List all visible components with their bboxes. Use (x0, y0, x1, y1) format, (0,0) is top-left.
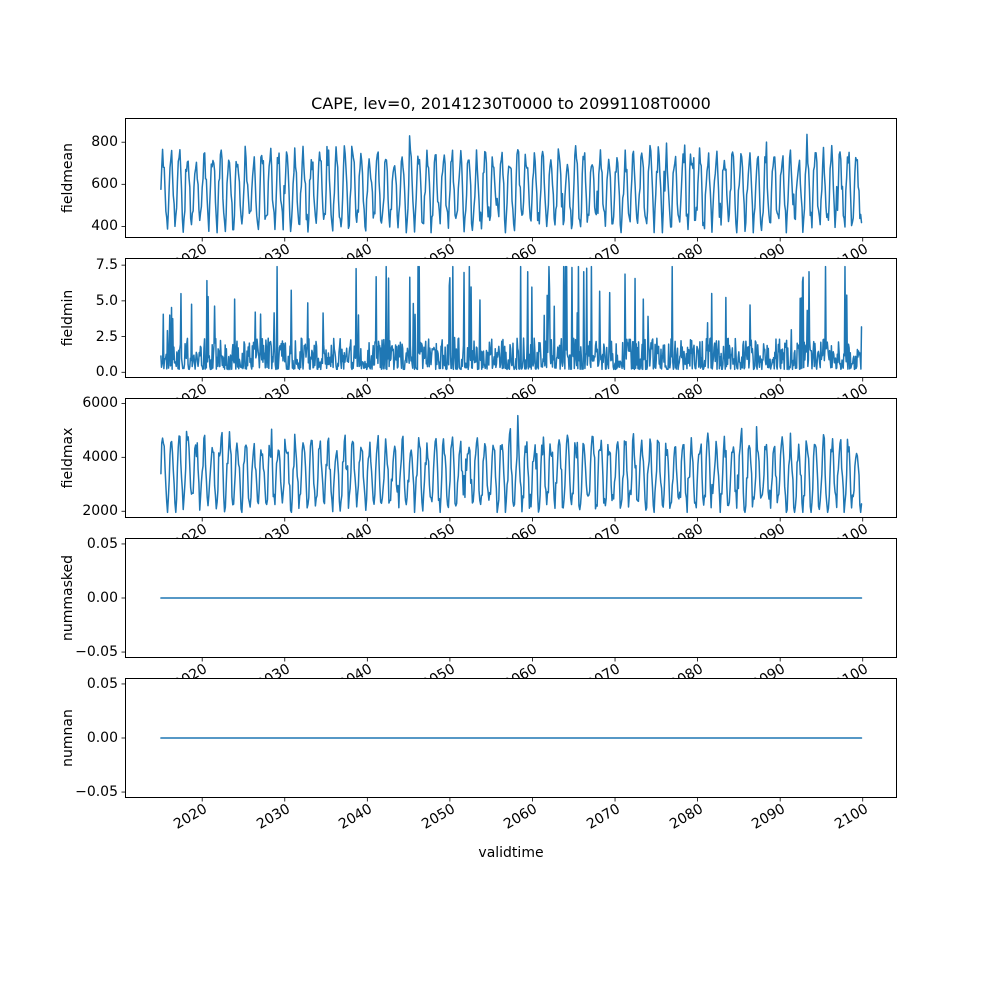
x-tick-label: 2090 (749, 801, 789, 833)
data-line-fieldmin (160, 265, 863, 371)
y-tick-label: 5.0 (95, 292, 118, 309)
y-tick-label: −0.05 (75, 784, 118, 801)
y-tick-label: 0.00 (86, 730, 118, 746)
y-tick-label: 600 (91, 176, 118, 193)
y-tick-label: 0.05 (86, 535, 118, 552)
y-tick-label: 0.05 (86, 675, 118, 692)
subplot-fieldmin: fieldmin 0.0 2.5 5.0 7.5 2020 2030 2040 2050 2060… (60, 257, 897, 413)
x-tick-label: 2030 (253, 801, 293, 833)
plot-area-nummasked (121, 538, 897, 662)
data-line-fieldmax (160, 414, 863, 514)
figure-title: CAPE, lev=0, 20141230T0000 to 20991108T0… (311, 94, 711, 113)
y-tick-label: 800 (91, 134, 118, 151)
x-tick-label: 2040 (336, 801, 376, 833)
data-line-fieldmean (160, 133, 863, 234)
plot-area-numnan (121, 678, 897, 802)
subplot-fieldmean: fieldmean 400 600 800 2020 2030 2040 2050 2060 20… (60, 118, 897, 273)
y-tick-label: 400 (91, 218, 118, 235)
x-axis-label: validtime (478, 845, 544, 861)
y-tick-label: 0.00 (86, 590, 118, 606)
x-tick-label: 2020 (171, 801, 211, 833)
plot-area-fieldmax (121, 398, 897, 522)
plot-area-fieldmin (121, 258, 897, 382)
subplot-numnan: numnan −0.05 0.00 0.05 2020 2030 2040 2050 2060 2… (60, 676, 897, 833)
y-tick-label: 6000 (82, 395, 118, 412)
y-tick-label: 2000 (82, 503, 118, 520)
y-tick-label: 0.0 (95, 364, 118, 381)
x-tick-label: 2050 (419, 801, 458, 833)
x-tick-label: 2070 (584, 801, 624, 833)
x-tick-label: 2080 (666, 801, 706, 833)
y-tick-label: 2.5 (95, 328, 118, 345)
subplot-fieldmax: fieldmax 2000 4000 6000 2020 2030 2040 2050 2060… (60, 395, 897, 553)
plot-area-fieldmean (121, 118, 897, 242)
x-tick-label: 2100 (831, 801, 871, 833)
y-tick-label: 7.5 (95, 257, 118, 274)
y-tick-label: −0.05 (75, 644, 118, 661)
subplot-nummasked: nummasked −0.05 0.00 0.05 2020 2030 2040 2050 20… (60, 536, 897, 693)
x-tick-label: 2060 (501, 801, 541, 833)
y-tick-label: 4000 (82, 449, 118, 466)
